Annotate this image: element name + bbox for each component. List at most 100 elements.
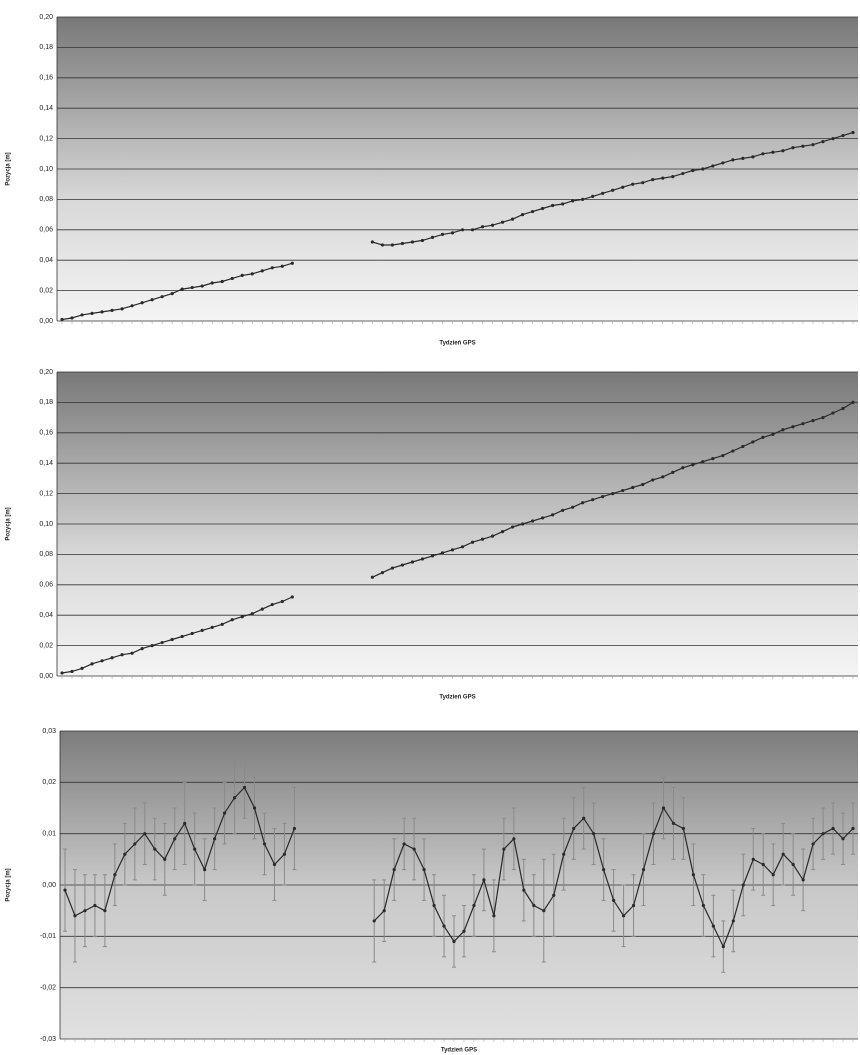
data-point xyxy=(160,640,164,645)
data-point xyxy=(130,304,134,308)
data-point xyxy=(601,495,605,499)
data-point xyxy=(801,422,805,426)
data-point xyxy=(460,545,465,549)
data-point xyxy=(430,554,435,558)
data-point xyxy=(163,857,167,861)
data-point xyxy=(500,530,505,534)
data-point xyxy=(691,463,695,467)
data-point xyxy=(370,240,374,244)
data-point xyxy=(751,857,755,861)
data-point xyxy=(551,513,555,517)
data-point xyxy=(651,178,655,182)
data-point xyxy=(290,261,294,265)
data-point xyxy=(641,868,646,872)
data-point xyxy=(520,522,525,526)
data-point xyxy=(210,281,214,285)
data-point xyxy=(500,220,505,224)
data-point xyxy=(602,868,606,872)
y-tick-label: 0,02 xyxy=(42,779,56,786)
data-point xyxy=(701,903,705,908)
data-point xyxy=(612,898,616,903)
data-point xyxy=(432,903,436,908)
data-point xyxy=(213,837,217,841)
data-point xyxy=(691,168,695,173)
data-point xyxy=(541,206,545,211)
data-point xyxy=(841,406,845,411)
data-point xyxy=(561,508,565,512)
data-point xyxy=(470,228,475,232)
data-point xyxy=(480,225,485,229)
data-point xyxy=(390,566,395,570)
data-point xyxy=(731,158,735,162)
x-axis-label: Tydzień GPS xyxy=(439,695,475,701)
data-point xyxy=(270,602,274,607)
data-point xyxy=(621,185,625,189)
data-point xyxy=(480,537,485,541)
data-point xyxy=(200,284,204,288)
data-point xyxy=(661,475,665,479)
data-point xyxy=(821,416,825,420)
data-point xyxy=(681,826,686,831)
y-tick-label: -0,03 xyxy=(40,1036,56,1043)
y-tick-label: 0,14 xyxy=(39,460,53,467)
x-axis-label: Tydzień GPS xyxy=(439,341,475,347)
data-point xyxy=(292,826,297,831)
data-point xyxy=(811,143,815,147)
data-point xyxy=(711,457,715,461)
data-point xyxy=(282,852,287,856)
data-point xyxy=(761,862,765,867)
y-tick-label: 0,00 xyxy=(42,882,56,889)
data-point xyxy=(442,924,446,928)
data-point xyxy=(452,939,456,944)
y-tick-label: 0,16 xyxy=(39,430,53,437)
y-tick-label: 0,00 xyxy=(39,318,53,325)
data-point xyxy=(200,628,204,633)
data-point xyxy=(671,470,675,474)
data-point xyxy=(60,317,64,322)
data-point xyxy=(611,188,615,192)
data-point xyxy=(492,914,496,918)
y-tick-label: 0,06 xyxy=(39,227,53,234)
data-point xyxy=(581,197,585,201)
data-point xyxy=(681,171,685,176)
data-point xyxy=(250,272,254,276)
data-point xyxy=(621,914,626,918)
data-point xyxy=(153,847,157,851)
data-point xyxy=(280,599,284,604)
y-axis-label: Pozycja [m] xyxy=(6,507,12,540)
data-point xyxy=(183,821,187,826)
data-point xyxy=(230,618,234,622)
data-point xyxy=(791,425,795,429)
data-point xyxy=(591,498,595,502)
y-tick-label: 0,03 xyxy=(42,728,56,735)
data-point xyxy=(811,842,815,846)
data-point xyxy=(592,832,596,836)
data-point xyxy=(240,273,244,277)
data-point xyxy=(113,873,117,877)
data-point xyxy=(781,852,785,856)
y-tick-label: -0,02 xyxy=(40,985,56,992)
data-point xyxy=(440,232,445,236)
data-point xyxy=(701,167,705,171)
data-point xyxy=(262,842,267,846)
data-point xyxy=(851,130,855,135)
data-point xyxy=(150,644,154,648)
data-point xyxy=(681,466,685,470)
data-point xyxy=(83,909,87,913)
y-tick-label: 0,14 xyxy=(39,105,53,112)
data-point xyxy=(572,826,576,831)
data-point xyxy=(551,203,555,208)
y-axis-label: Pozycja [m] xyxy=(6,152,12,185)
data-point xyxy=(462,929,466,933)
data-point xyxy=(801,144,805,148)
data-point xyxy=(741,444,745,449)
data-point xyxy=(180,634,184,639)
data-point xyxy=(140,301,144,305)
data-point xyxy=(512,837,516,841)
data-point xyxy=(761,435,765,439)
data-point xyxy=(771,150,775,154)
data-point xyxy=(63,888,67,892)
data-point xyxy=(420,238,425,243)
data-point xyxy=(103,909,107,913)
